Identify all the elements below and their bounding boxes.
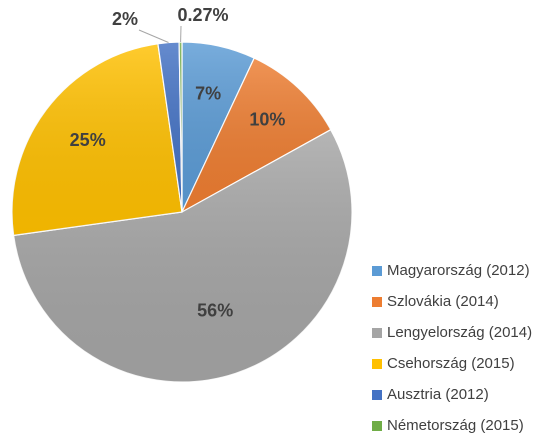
- legend-label-nemetorszag-2015: Németország (2015): [387, 417, 524, 434]
- legend-label-magyarorszag-2012: Magyarország (2012): [387, 262, 530, 279]
- data-label-magyarorszag-2012: 7%: [195, 84, 221, 104]
- legend-label-csehorszag-2015: Csehország (2015): [387, 355, 515, 372]
- data-labels: 7% 10% 56% 25% 2% 0.27%: [70, 5, 286, 321]
- pie-slices: [11, 41, 353, 383]
- data-label-csehorszag-2015: 25%: [70, 130, 106, 150]
- legend-label-szlovakia-2014: Szlovákia (2014): [387, 293, 499, 310]
- data-label-lengyelorszag-2014: 56%: [197, 300, 233, 320]
- legend-swatch-ausztria-2012: [372, 390, 382, 400]
- pie-slice-shade: [182, 58, 331, 213]
- legend-swatch-magyarorszag-2012: [372, 266, 382, 276]
- data-label-szlovakia-2014: 10%: [249, 109, 285, 129]
- leader-lines: [138, 25, 182, 43]
- pie-slice-shade: [179, 41, 182, 212]
- data-label-ausztria-2012: 2%: [112, 9, 138, 29]
- legend-label-ausztria-2012: Ausztria (2012): [387, 386, 489, 403]
- legend-swatch-nemetorszag-2015: [372, 421, 382, 431]
- pie-slice-shade: [182, 42, 255, 212]
- pie-slice-shade: [12, 43, 182, 236]
- legend-swatch-csehorszag-2015: [372, 359, 382, 369]
- leader-line-ausztria-2012: [138, 29, 169, 43]
- legend-label-lengyelorszag-2014: Lengyelország (2014): [387, 324, 532, 341]
- legend-swatch-lengyelorszag-2014: [372, 328, 382, 338]
- legend: Magyarország (2012) Szlovákia (2014) Lengy…: [372, 262, 532, 434]
- legend-swatch-szlovakia-2014: [372, 297, 382, 307]
- pie-slice-shade: [13, 129, 353, 382]
- data-label-nemetorszag-2015: 0.27%: [177, 5, 228, 25]
- pie-slice-shade: [157, 42, 182, 212]
